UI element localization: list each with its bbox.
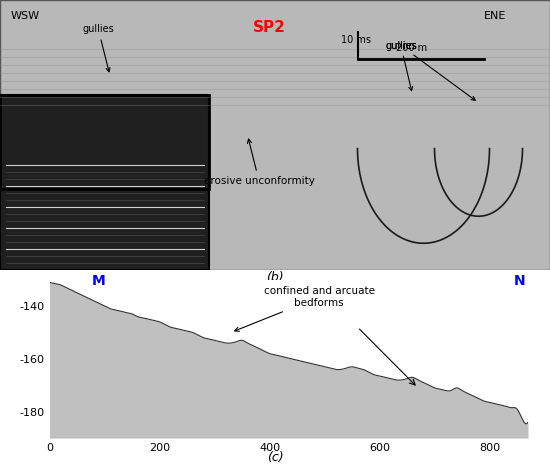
Text: gullies: gullies	[385, 41, 475, 100]
Text: (c): (c)	[267, 452, 283, 464]
Text: erosive unconformity: erosive unconformity	[204, 139, 315, 186]
Text: gullies: gullies	[385, 41, 417, 91]
Text: WSW: WSW	[11, 11, 40, 21]
FancyBboxPatch shape	[0, 95, 209, 270]
Text: ENE: ENE	[484, 11, 507, 21]
Text: confined and arcuate
bedforms: confined and arcuate bedforms	[235, 287, 375, 331]
FancyBboxPatch shape	[0, 0, 550, 270]
Text: M: M	[92, 274, 106, 288]
Text: 200 m: 200 m	[396, 43, 427, 53]
Text: (b): (b)	[266, 271, 284, 284]
Text: gullies: gullies	[82, 24, 114, 72]
Text: N: N	[514, 274, 526, 288]
Text: 10 ms: 10 ms	[341, 35, 371, 45]
Text: SP2: SP2	[253, 21, 286, 35]
